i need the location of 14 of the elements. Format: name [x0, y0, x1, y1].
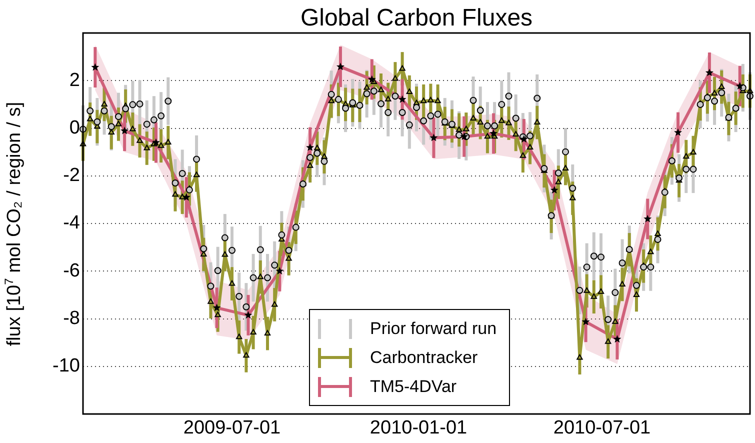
y-tick-label: -2	[63, 165, 80, 186]
legend-label: Prior forward run	[370, 318, 497, 338]
y-tick-label: 2	[69, 70, 80, 91]
chart-title: Global Carbon Fluxes	[300, 4, 533, 32]
y-tick-label: 0	[69, 117, 80, 138]
x-tick-label: 2009-07-01	[183, 418, 281, 439]
y-tick-label: -6	[63, 260, 80, 282]
x-tick-label: 2010-01-01	[370, 418, 468, 439]
y-tick-label: -10	[52, 356, 80, 377]
legend-label: TM5-4DVar	[370, 376, 457, 396]
legend-label: Carbontracker	[370, 348, 478, 368]
y-tick-label: -4	[63, 212, 80, 234]
x-tick-label: 2010-07-01	[553, 418, 651, 439]
y-tick-label: -8	[63, 308, 80, 329]
